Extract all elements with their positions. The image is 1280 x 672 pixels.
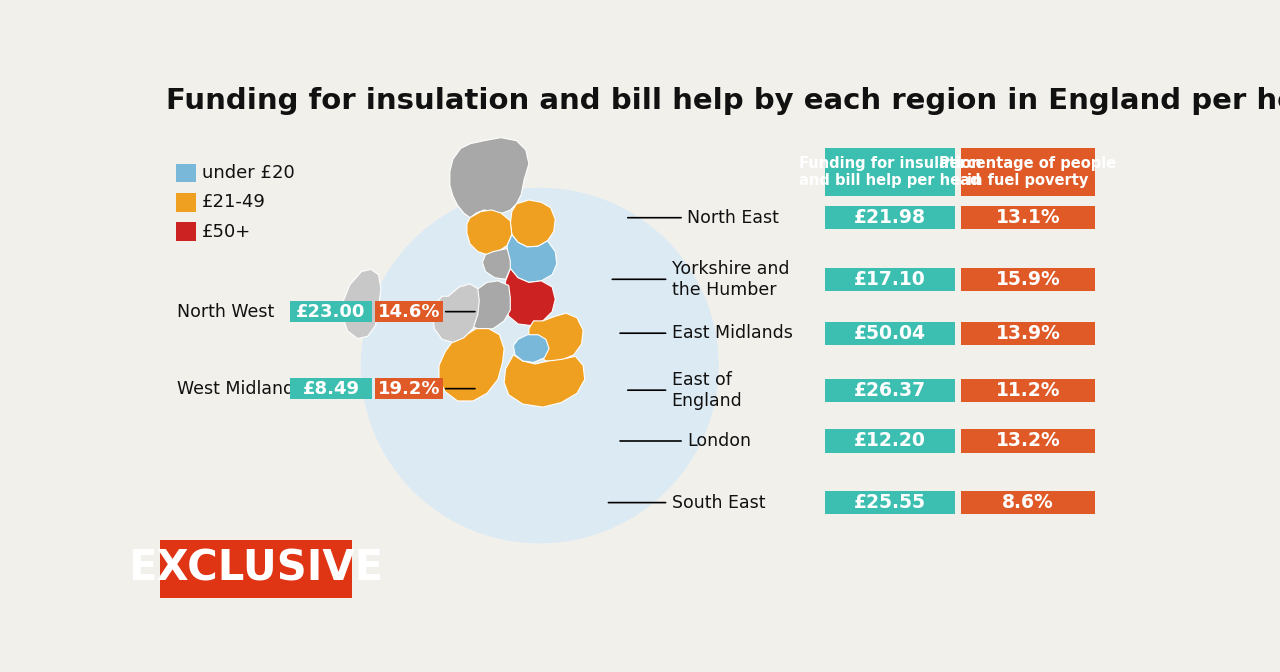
Polygon shape (511, 200, 556, 247)
Polygon shape (483, 249, 511, 280)
FancyBboxPatch shape (824, 378, 955, 402)
Text: £25.55: £25.55 (854, 493, 925, 512)
Text: 13.9%: 13.9% (996, 324, 1060, 343)
Text: £50+: £50+ (202, 222, 251, 241)
FancyBboxPatch shape (961, 149, 1094, 196)
FancyBboxPatch shape (175, 193, 196, 212)
Text: London: London (687, 432, 751, 450)
Text: 14.6%: 14.6% (378, 302, 440, 321)
FancyBboxPatch shape (824, 149, 955, 196)
Polygon shape (467, 210, 512, 255)
FancyBboxPatch shape (824, 491, 955, 514)
Text: East of
England: East of England (672, 371, 742, 409)
Polygon shape (504, 269, 556, 325)
Text: £26.37: £26.37 (854, 380, 927, 400)
Text: EXCLUSIVE: EXCLUSIVE (128, 548, 384, 590)
FancyBboxPatch shape (961, 491, 1094, 514)
Text: North West: North West (177, 302, 274, 321)
Text: Funding for insulation
and bill help per head: Funding for insulation and bill help per… (799, 156, 982, 188)
Polygon shape (507, 235, 557, 282)
FancyBboxPatch shape (824, 322, 955, 345)
Text: East Midlands: East Midlands (672, 324, 792, 342)
FancyBboxPatch shape (375, 301, 443, 323)
Text: £8.49: £8.49 (302, 380, 360, 398)
Circle shape (361, 188, 718, 543)
FancyBboxPatch shape (824, 267, 955, 291)
Text: North East: North East (687, 209, 778, 226)
Polygon shape (529, 313, 584, 361)
Polygon shape (463, 281, 511, 330)
Text: £21-49: £21-49 (202, 194, 266, 211)
Text: under £20: under £20 (202, 164, 294, 182)
Text: £12.20: £12.20 (854, 431, 925, 450)
Text: £50.04: £50.04 (854, 324, 925, 343)
FancyBboxPatch shape (961, 206, 1094, 229)
FancyBboxPatch shape (824, 206, 955, 229)
FancyBboxPatch shape (961, 429, 1094, 452)
FancyBboxPatch shape (175, 222, 196, 241)
Polygon shape (449, 138, 529, 218)
FancyBboxPatch shape (160, 540, 352, 598)
Polygon shape (513, 335, 549, 362)
Text: 13.1%: 13.1% (996, 208, 1060, 227)
FancyBboxPatch shape (291, 301, 371, 323)
Polygon shape (433, 284, 479, 343)
Polygon shape (504, 355, 585, 407)
Text: £17.10: £17.10 (854, 269, 925, 289)
Text: Funding for insulation and bill help by each region in England per head: Funding for insulation and bill help by … (166, 87, 1280, 115)
Text: 8.6%: 8.6% (1002, 493, 1053, 512)
FancyBboxPatch shape (961, 322, 1094, 345)
Text: South East: South East (672, 494, 765, 511)
Text: West Midlands: West Midlands (177, 380, 303, 398)
FancyBboxPatch shape (961, 378, 1094, 402)
Text: 11.2%: 11.2% (996, 380, 1060, 400)
FancyBboxPatch shape (824, 429, 955, 452)
Text: £23.00: £23.00 (296, 302, 366, 321)
Text: 15.9%: 15.9% (996, 269, 1060, 289)
Text: Percentage of people
in fuel poverty: Percentage of people in fuel poverty (940, 156, 1116, 188)
Text: Yorkshire and
the Humber: Yorkshire and the Humber (672, 260, 788, 298)
Polygon shape (343, 269, 381, 339)
FancyBboxPatch shape (375, 378, 443, 399)
Text: £21.98: £21.98 (854, 208, 925, 227)
FancyBboxPatch shape (961, 267, 1094, 291)
Polygon shape (439, 329, 504, 401)
Text: 19.2%: 19.2% (378, 380, 440, 398)
FancyBboxPatch shape (175, 164, 196, 182)
FancyBboxPatch shape (291, 378, 371, 399)
Text: 13.2%: 13.2% (996, 431, 1060, 450)
